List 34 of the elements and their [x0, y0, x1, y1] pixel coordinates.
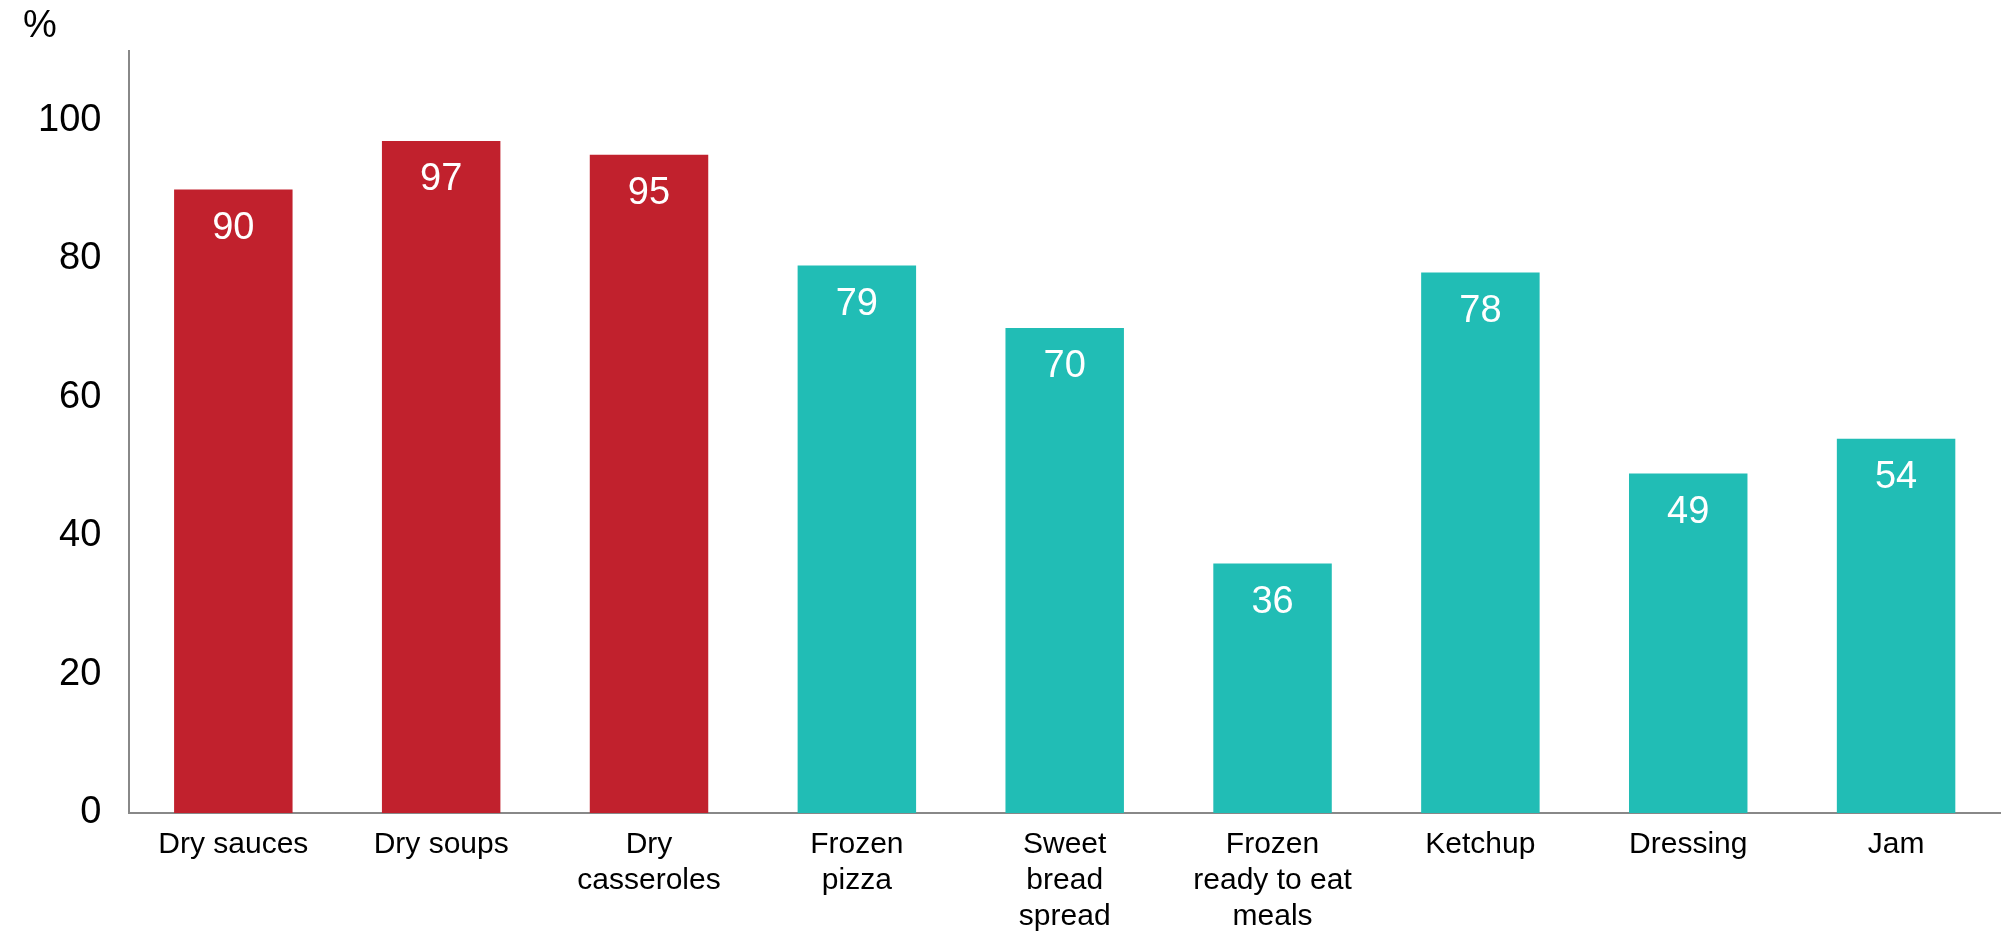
data-label: 49: [1667, 488, 1710, 531]
bar: [1629, 473, 1748, 813]
bar: [589, 154, 709, 813]
data-label: 78: [1459, 288, 1502, 331]
y-tick-label: 20: [59, 650, 102, 693]
y-tick-label: 80: [59, 235, 102, 278]
data-label: 97: [420, 156, 463, 199]
bar: [1005, 327, 1124, 813]
data-label: 36: [1251, 579, 1294, 622]
bar: [381, 140, 501, 813]
x-tick-label: Frozen ready to eat meals: [1193, 826, 1353, 932]
x-tick-label: Ketchup: [1425, 826, 1536, 860]
data-label: 54: [1874, 454, 1918, 497]
x-tick-label: Frozen pizza: [810, 826, 904, 896]
data-label: 95: [627, 170, 671, 213]
x-tick-label: Jam: [1867, 826, 1925, 860]
y-axis-title: %: [23, 3, 57, 46]
bar: [174, 189, 293, 813]
data-label: 79: [835, 281, 878, 324]
data-label: 70: [1043, 343, 1086, 386]
bar: [1421, 272, 1540, 813]
y-tick-label: 100: [38, 96, 102, 139]
x-tick-label: Sweet bread spread: [1018, 826, 1111, 932]
x-tick-label: Dry sauces: [158, 826, 309, 860]
bar: [797, 265, 917, 813]
x-tick-label: Dry soups: [373, 826, 509, 860]
x-tick-label: Dressing: [1629, 826, 1748, 860]
y-tick-label: 60: [59, 373, 102, 416]
y-tick-label: 0: [80, 789, 102, 832]
x-tick-label: Dry casseroles: [577, 826, 721, 896]
y-tick-label: 40: [59, 512, 102, 555]
bar: [1213, 563, 1332, 813]
data-label: 90: [212, 204, 255, 247]
bar: [1836, 438, 1956, 813]
